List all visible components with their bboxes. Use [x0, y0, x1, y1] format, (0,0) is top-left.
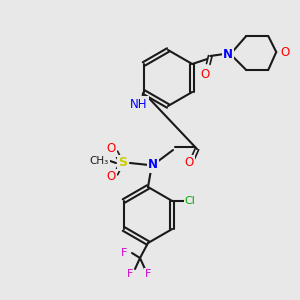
Text: O: O — [106, 170, 116, 184]
Text: F: F — [145, 269, 151, 279]
Text: O: O — [106, 142, 116, 155]
Text: O: O — [184, 157, 194, 169]
Text: Cl: Cl — [185, 196, 196, 206]
Text: CH₃: CH₃ — [89, 156, 109, 166]
Text: O: O — [201, 68, 210, 80]
Text: N: N — [223, 47, 233, 61]
Text: N: N — [148, 158, 158, 172]
Text: O: O — [280, 46, 290, 59]
Text: NH: NH — [130, 98, 148, 110]
Text: F: F — [121, 248, 127, 258]
Text: F: F — [127, 269, 133, 279]
Text: S: S — [118, 157, 127, 169]
